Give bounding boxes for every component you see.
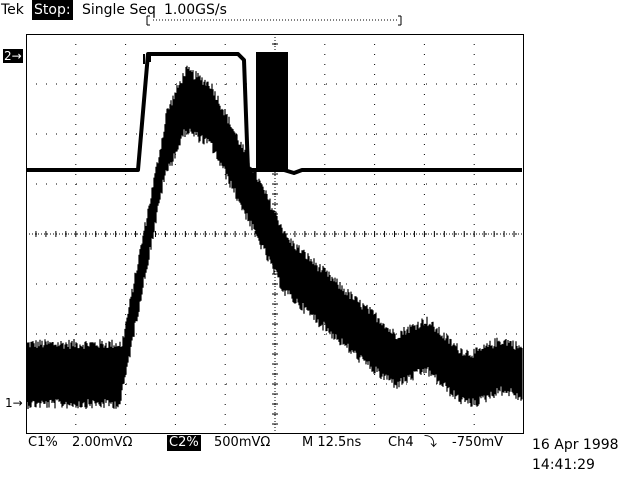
channel-2-trace	[27, 52, 522, 175]
ch1-label: C1%	[28, 435, 58, 450]
sample-rate: 1.00GS/s	[164, 2, 227, 18]
channel-1-trace	[26, 65, 523, 409]
timebase-readout: M 12.5ns	[302, 435, 362, 450]
waveform-display	[26, 34, 524, 434]
status-bar: Tek Stop: Single Seq 1.00GS/s	[0, 0, 640, 22]
ch2-scale: 500mVΩ	[214, 435, 271, 450]
brand-label: Tek	[1, 2, 24, 18]
channel-readout: C1% 2.00mVΩ C2% 500mVΩ M 12.5ns Ch4 ⤵ -7…	[0, 434, 640, 456]
ch1-ground-marker: 1→	[5, 396, 23, 410]
trigger-slope-icon: ⤵	[424, 435, 438, 450]
acquisition-mode: Single Seq	[82, 2, 156, 18]
ch1-scale: 2.00mVΩ	[72, 435, 133, 450]
trigger-source: Ch4	[388, 435, 414, 450]
ch2-label: C2%	[167, 435, 201, 451]
acquisition-state: Stop:	[32, 0, 73, 20]
ch2-ground-marker: 2→	[3, 49, 23, 63]
capture-time: 14:41:29	[532, 457, 595, 473]
capture-date: 16 Apr 1998	[532, 437, 619, 453]
record-position-bar	[146, 14, 402, 26]
trigger-level: -750mV	[452, 435, 504, 450]
